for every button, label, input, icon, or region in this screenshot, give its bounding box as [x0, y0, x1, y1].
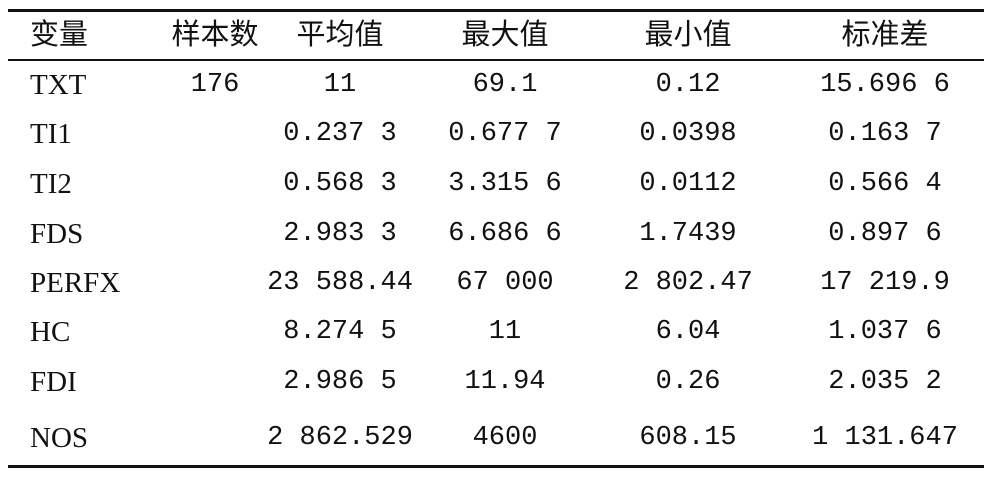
header-cell: 最大值 — [461, 19, 549, 51]
value-cell: 8.274 5 — [283, 317, 397, 347]
row-label: TXT — [30, 69, 87, 101]
value-cell: 3.315 6 — [448, 169, 562, 199]
row-label: FDS — [30, 218, 84, 250]
row-label: TI1 — [30, 118, 72, 150]
header-rule — [8, 59, 984, 61]
value-cell: 6.04 — [655, 317, 721, 347]
value-cell: 4600 — [472, 423, 538, 453]
value-cell: 0.12 — [655, 70, 721, 100]
value-cell: 0.897 6 — [828, 219, 942, 249]
header-cell: 标准差 — [841, 19, 929, 51]
value-cell: 17 219.9 — [820, 268, 950, 298]
row-label: PERFX — [30, 267, 121, 299]
value-cell: 2 862.529 — [267, 423, 413, 453]
value-cell: 0.237 3 — [283, 119, 397, 149]
value-cell: 0.163 7 — [828, 119, 942, 149]
top-rule — [8, 9, 984, 12]
header-cell: 最小值 — [644, 19, 732, 51]
value-cell: 176 — [190, 70, 240, 100]
value-cell: 15.696 6 — [820, 70, 950, 100]
value-cell: 23 588.44 — [267, 268, 413, 298]
value-cell: 0.677 7 — [448, 119, 562, 149]
row-label: TI2 — [30, 168, 72, 200]
value-cell: 11 — [323, 70, 357, 100]
row-label: FDI — [30, 366, 77, 398]
row-label: NOS — [30, 422, 89, 454]
value-cell: 0.568 3 — [283, 169, 397, 199]
value-cell: 1.7439 — [639, 219, 737, 249]
header-cell: 平均值 — [296, 19, 384, 51]
header-cell: 变量 — [30, 19, 89, 51]
value-cell: 2.983 3 — [283, 219, 397, 249]
value-cell: 608.15 — [639, 423, 737, 453]
value-cell: 2.986 5 — [283, 367, 397, 397]
value-cell: 2.035 2 — [828, 367, 942, 397]
value-cell: 11 — [488, 317, 522, 347]
value-cell: 1 131.647 — [812, 423, 958, 453]
row-label: HC — [30, 316, 71, 348]
value-cell: 67 000 — [456, 268, 554, 298]
bottom-rule — [8, 465, 984, 468]
value-cell: 11.94 — [464, 367, 546, 397]
value-cell: 1.037 6 — [828, 317, 942, 347]
header-cell: 样本数 — [171, 19, 259, 51]
value-cell: 69.1 — [472, 70, 538, 100]
value-cell: 6.686 6 — [448, 219, 562, 249]
value-cell: 0.26 — [655, 367, 721, 397]
value-cell: 0.0112 — [639, 169, 737, 199]
value-cell: 0.0398 — [639, 119, 737, 149]
value-cell: 0.566 4 — [828, 169, 942, 199]
value-cell: 2 802.47 — [623, 268, 753, 298]
